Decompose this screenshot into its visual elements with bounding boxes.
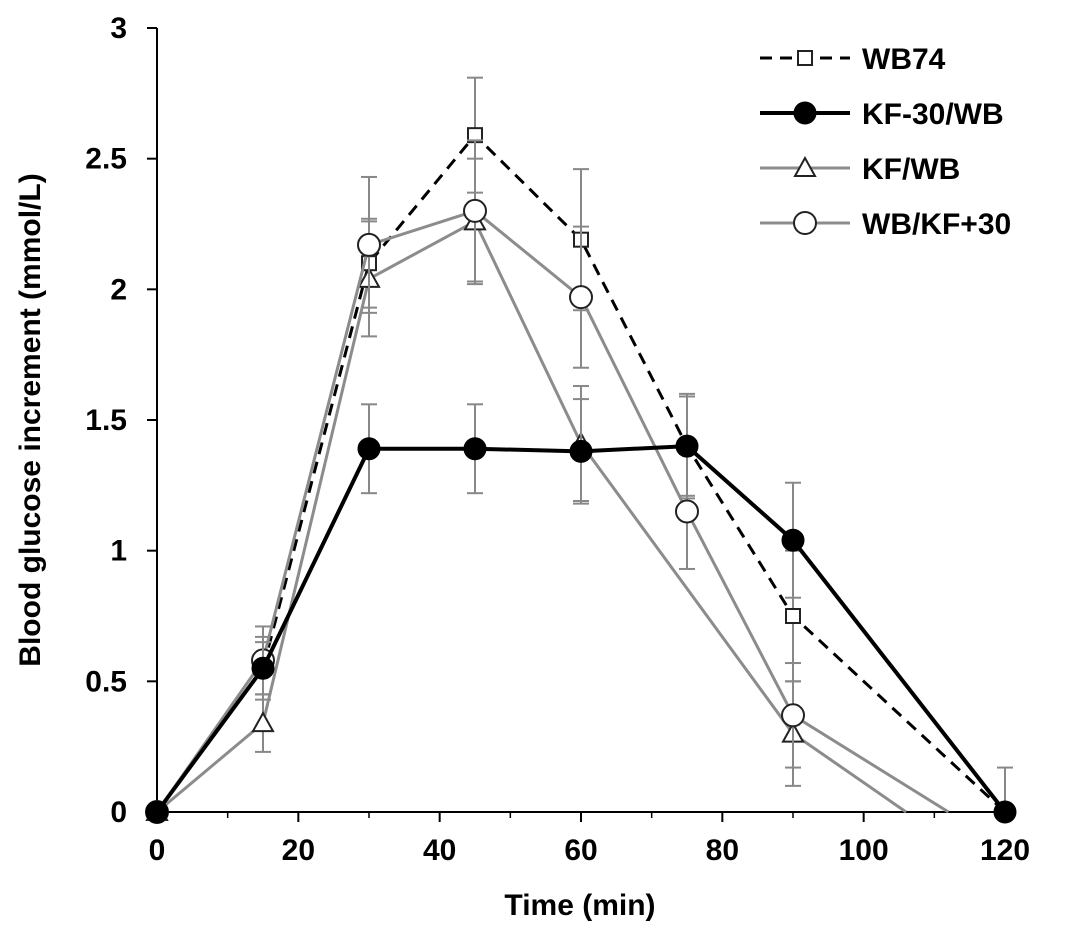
y-tick-label: 2 <box>110 273 127 306</box>
data-point <box>569 285 593 310</box>
y-tick-label: 0.5 <box>85 665 127 698</box>
data-point <box>675 499 699 524</box>
legend-marker <box>793 101 817 125</box>
x-tick-label: 120 <box>980 834 1030 867</box>
data-point <box>463 198 487 223</box>
x-tick-label: 40 <box>423 834 456 867</box>
legend-label: KF/WB <box>862 153 960 186</box>
y-tick-label: 1 <box>110 535 127 568</box>
legend-label: WB74 <box>862 43 946 76</box>
series-line <box>155 132 1007 814</box>
legend-entry: WB/KF+30 <box>760 208 1011 241</box>
y-tick-label: 1.5 <box>85 404 127 437</box>
data-point <box>357 232 381 257</box>
legend-marker <box>797 50 813 66</box>
x-tick-label: 0 <box>149 834 166 867</box>
data-point <box>675 434 699 458</box>
series-line <box>155 209 950 814</box>
data-point <box>781 528 805 552</box>
x-tick-label: 80 <box>706 834 739 867</box>
legend-entry: KF-30/WB <box>760 98 1004 131</box>
data-point <box>785 608 801 624</box>
series-kf-30-wb <box>145 392 1017 824</box>
data-point <box>145 800 169 824</box>
data-point <box>781 703 805 728</box>
legend-label: WB/KF+30 <box>862 208 1011 241</box>
data-point <box>993 800 1017 824</box>
legend-marker <box>793 211 817 235</box>
legend-entry: KF/WB <box>760 153 960 186</box>
data-point <box>251 711 275 733</box>
y-axis-title: Blood glucose increment (mmol/L) <box>14 173 47 666</box>
x-tick-label: 60 <box>564 834 597 867</box>
series-line <box>155 444 1007 814</box>
y-tick-label: 3 <box>110 12 127 45</box>
y-tick-label: 2.5 <box>85 143 127 176</box>
data-point <box>251 656 275 680</box>
x-tick-label: 100 <box>839 834 889 867</box>
x-tick-label: 20 <box>282 834 315 867</box>
data-point <box>463 437 487 461</box>
legend-label: KF-30/WB <box>862 98 1004 131</box>
y-tick-label: 0 <box>110 796 127 829</box>
x-axis-title: Time (min) <box>504 889 655 922</box>
legend-entry: WB74 <box>760 43 946 76</box>
data-point <box>357 437 381 461</box>
legend-marker <box>793 155 817 177</box>
data-point <box>569 439 593 463</box>
